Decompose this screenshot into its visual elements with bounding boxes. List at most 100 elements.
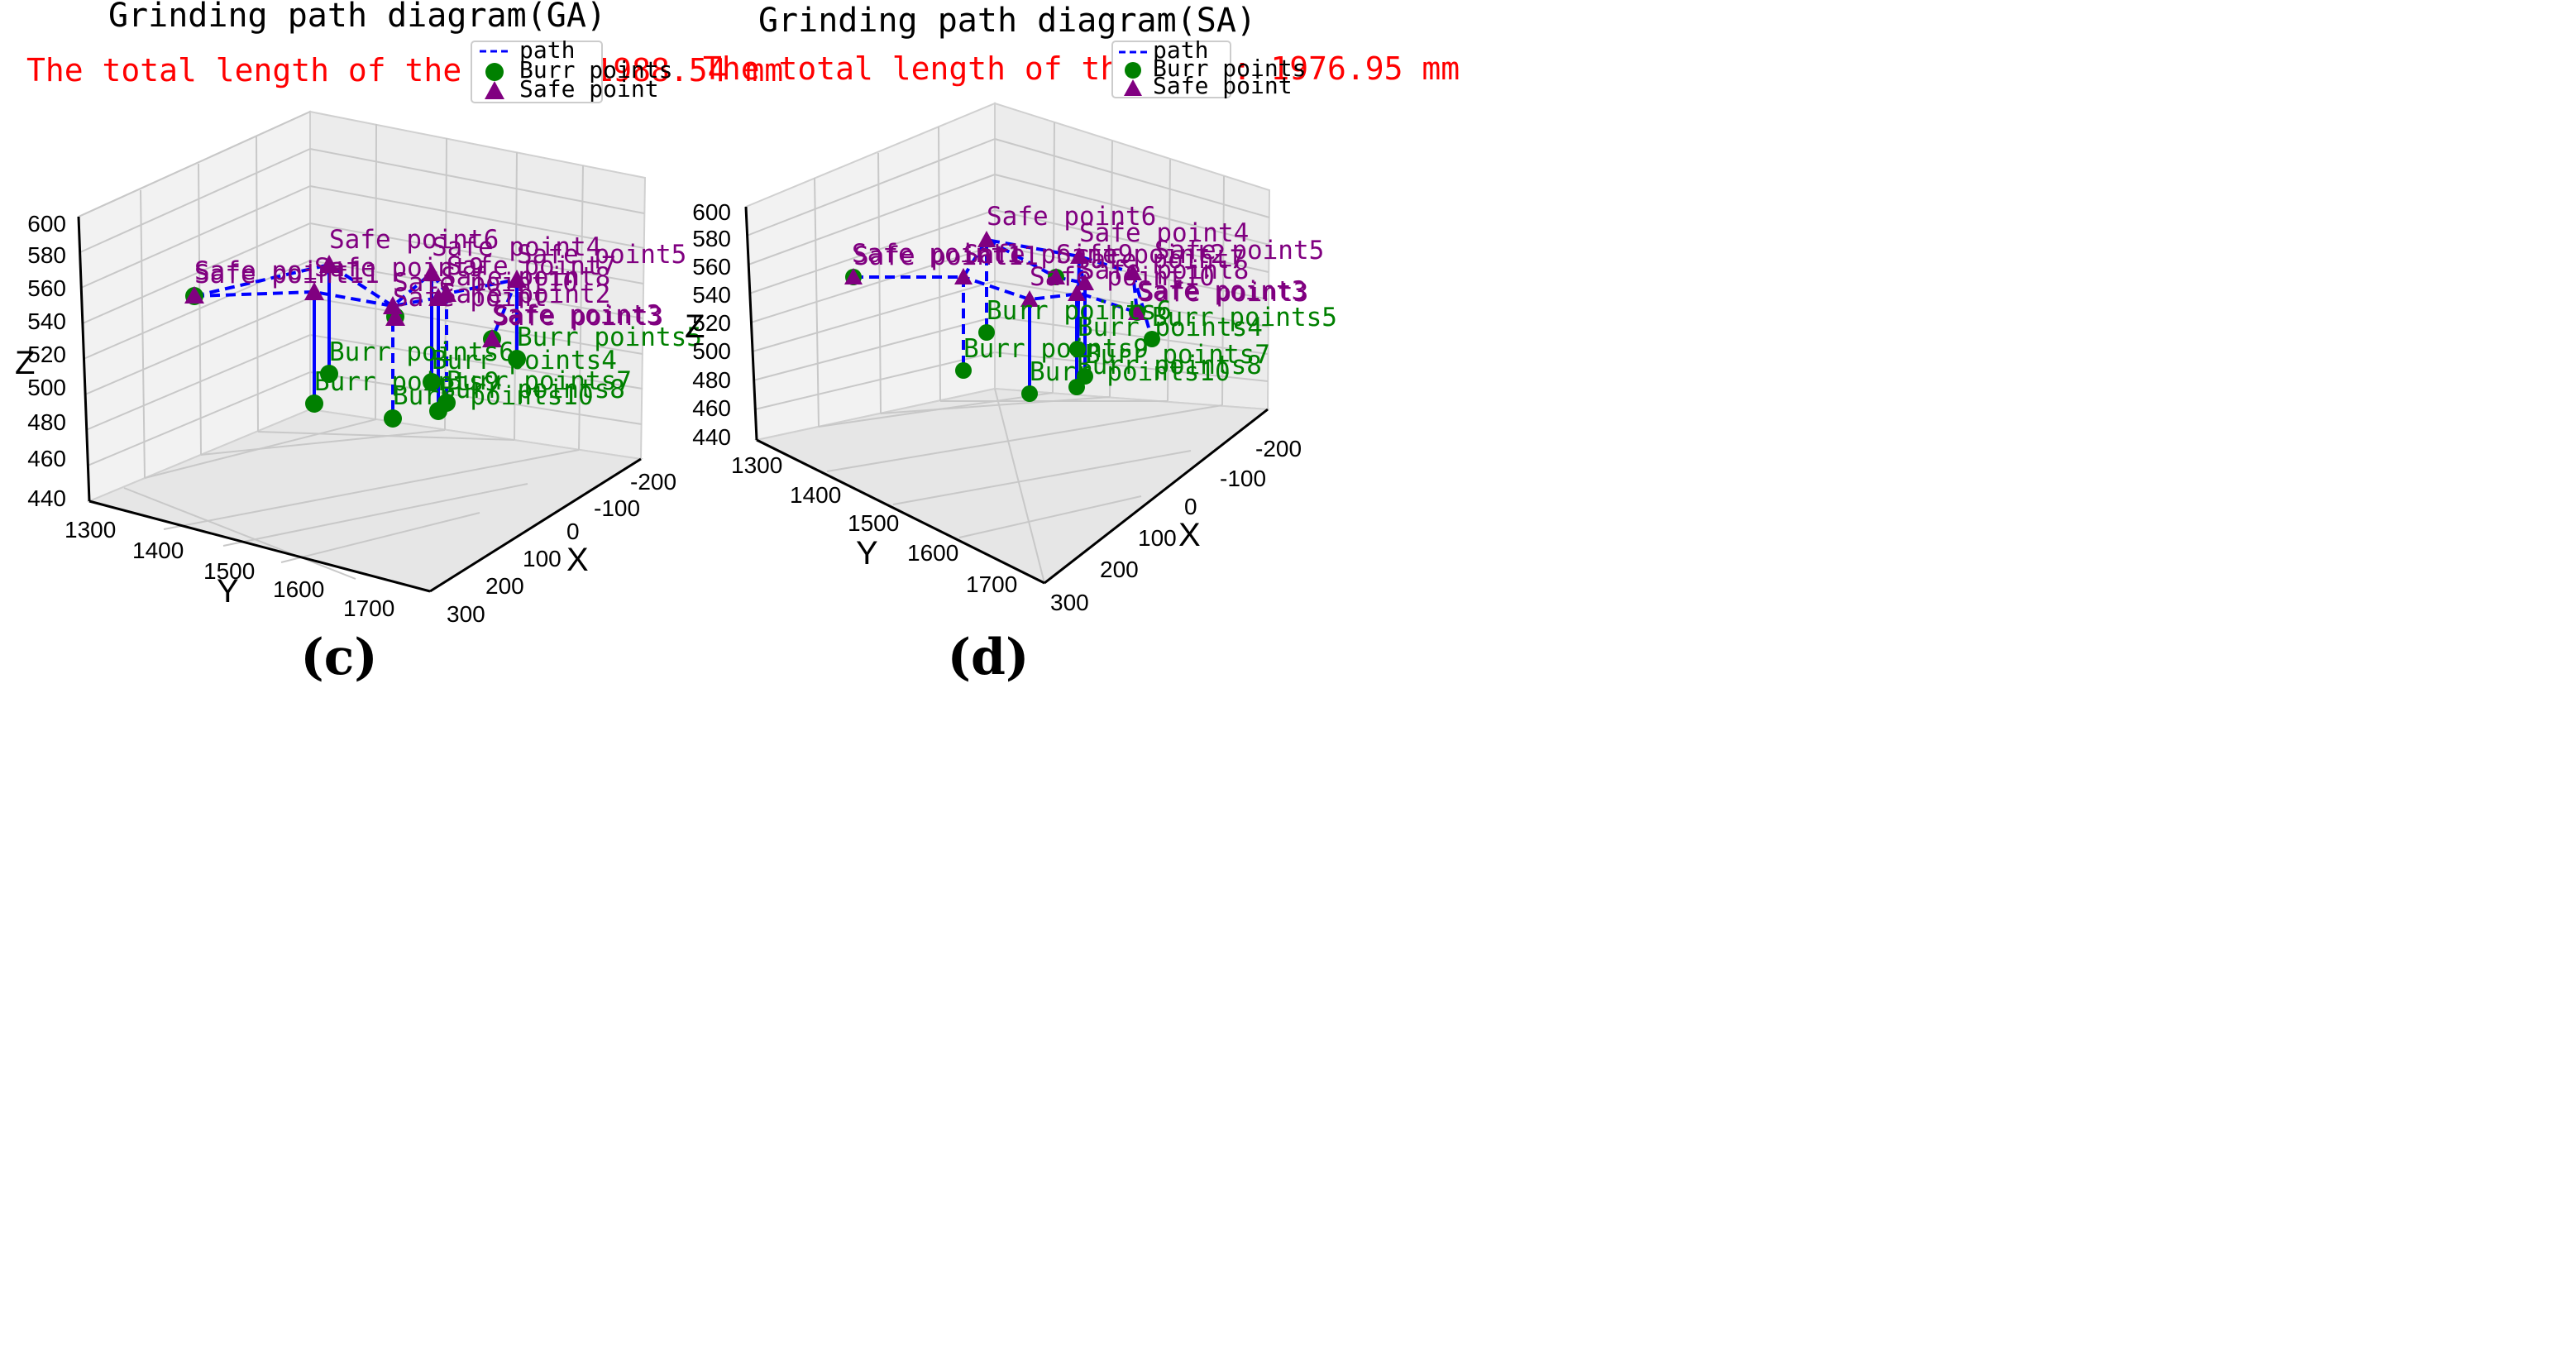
sa-safe-point [977,231,996,247]
sa-z-tick: 500 [692,338,731,364]
ga-z-tick: 560 [27,275,66,301]
ga-burr-point [423,373,441,391]
ga-safe-label: Safe point9 [314,253,484,283]
ga-legend-path: path [519,36,575,64]
ga-burr-point [384,409,402,428]
sa-total-length: The total length of the path: 1976.95 mm [703,50,1460,87]
sa-safe-label: Safe point1 [852,239,1021,269]
ga-safe-points [184,255,527,347]
sa-safe-label: Safe point8 [1079,256,1249,285]
sa-burr-point [1077,368,1093,385]
sa-x-tick: -100 [1220,466,1266,491]
sa-burr-point [1021,385,1038,402]
sa-legend-box [1111,41,1231,98]
ga-caption: (c) [300,629,377,686]
ga-legend: path Burr points Safe point [471,36,672,103]
ga-z-tick: 540 [27,308,66,334]
sa-legend: path Burr points Safe point [1111,36,1306,99]
sa-x-axis-label: X [1178,517,1201,553]
sa-z-tick: 580 [692,226,731,251]
ga-safe-label: Safe point [393,283,547,313]
ga-x-ticks: -200 -100 0 100 200 300 [447,469,676,627]
sa-burr-label: Burr points9 [963,334,1149,364]
sa-safe-labels: Safe point6 Safe point1 Safe point11 Saf… [852,202,1324,308]
sa-z-tick: 600 [692,199,731,225]
ga-legend-box [471,41,603,103]
sa-y-tick: 1700 [966,571,1017,597]
sa-safe-label: Safe point6 [987,202,1156,232]
sa-safe-point [1047,268,1065,284]
ga-safe-point [304,282,324,300]
sa-burr-point [1069,341,1086,357]
sa-burr-point [978,324,995,341]
sa-burr-label: Burr points5 [1152,303,1337,332]
ga-y-tick: 1300 [65,517,116,543]
ga-y-tick: 1700 [343,595,394,621]
ga-chart-title: Grinding path diagram(GA) [108,0,606,35]
sa-caption: (d) [948,629,1030,686]
sa-y-axis-label: Y [856,535,878,571]
sa-safe-point [1076,274,1094,290]
ga-safe-label: Safe point3 [492,300,662,330]
sa-burr-labels: Burr points6 Burr points9 Burr points10 … [963,296,1337,387]
sa-legend-burr-swatch [1125,62,1141,79]
sa-y-ticks: 1300 1400 1500 1600 1700 [731,452,1017,597]
ga-safe-label: Safe point1 [194,256,364,286]
sa-burr-label: Burr points10 [1030,357,1231,387]
ga-safe-point [383,296,403,314]
ga-panel: Grinding path diagram(GA) The total leng… [15,0,783,686]
ga-burr-label: Burr points6 [329,337,514,367]
ga-z-axis-label: Z [15,345,35,381]
ga-z-tick: 440 [27,485,66,511]
sa-burr-label: Burr points8 [1077,351,1262,380]
ga-burr-label: Burr points5 [517,323,702,352]
ga-burr-point [320,365,338,383]
ga-burr-label: Burr points9 [314,367,499,397]
ga-safe-label: Safe point11 [194,260,380,289]
sa-legend-path: path [1153,36,1208,64]
ga-z-tick: 480 [27,409,66,435]
ga-z-tick: 600 [27,211,66,237]
sa-y-tick: 1300 [731,452,782,478]
ga-x-tick: -200 [630,469,676,495]
ga-burr-labels: Burr points6 Burr points9 Burr points4 B… [314,323,702,411]
sa-x-tick: 100 [1138,525,1177,551]
ga-y-tick: 1500 [203,558,255,584]
ga-total-length: The total length of the path: 1988.54 mm [26,52,783,88]
sa-legend-burr: Burr points [1153,55,1306,82]
sa-safe-point [844,268,863,284]
sa-z-tick: 460 [692,395,731,421]
sa-x-tick: -200 [1255,436,1302,461]
sa-burr-label: Burr points6 [987,296,1172,326]
sa-legend-safe: Safe point [1153,72,1293,99]
ga-legend-safe: Safe point [519,75,659,103]
sa-burr-label: Burr points4 [1078,313,1263,342]
ga-z-tick: 580 [27,242,66,268]
sa-x-tick: 300 [1050,590,1089,615]
ga-safe-point [428,288,448,306]
sa-safe-label: Safe point11 [853,241,1039,271]
sa-safe-label: Safe point9 [963,240,1133,270]
sa-burr-point [955,362,972,379]
ga-burr-point [508,350,526,368]
ga-z-tick: 520 [27,342,66,367]
ga-axis-lines [77,216,642,593]
sa-x-tick: 200 [1100,557,1139,582]
ga-safe-label: Safe point8 [441,262,610,292]
ga-x-tick: 200 [485,573,524,599]
sa-safe-point [1070,247,1088,264]
ga-safe-label: Safe point7 [447,251,616,281]
ga-gridlines [78,111,645,580]
sa-safe-point [1124,264,1142,280]
ga-legend-burr: Burr points [519,56,672,84]
ga-x-tick: 0 [566,519,580,544]
ga-safe-label: Safe point5 [517,240,686,270]
ga-safe-point [385,308,405,326]
sa-y-tick: 1500 [848,510,899,536]
sa-safe-point [1068,284,1086,301]
ga-safe-point [482,329,502,347]
ga-y-ticks: 1300 1400 1500 1600 1700 [65,517,394,621]
ga-safe-label: Safe point4 [432,232,601,262]
sa-z-tick: 440 [692,424,731,450]
